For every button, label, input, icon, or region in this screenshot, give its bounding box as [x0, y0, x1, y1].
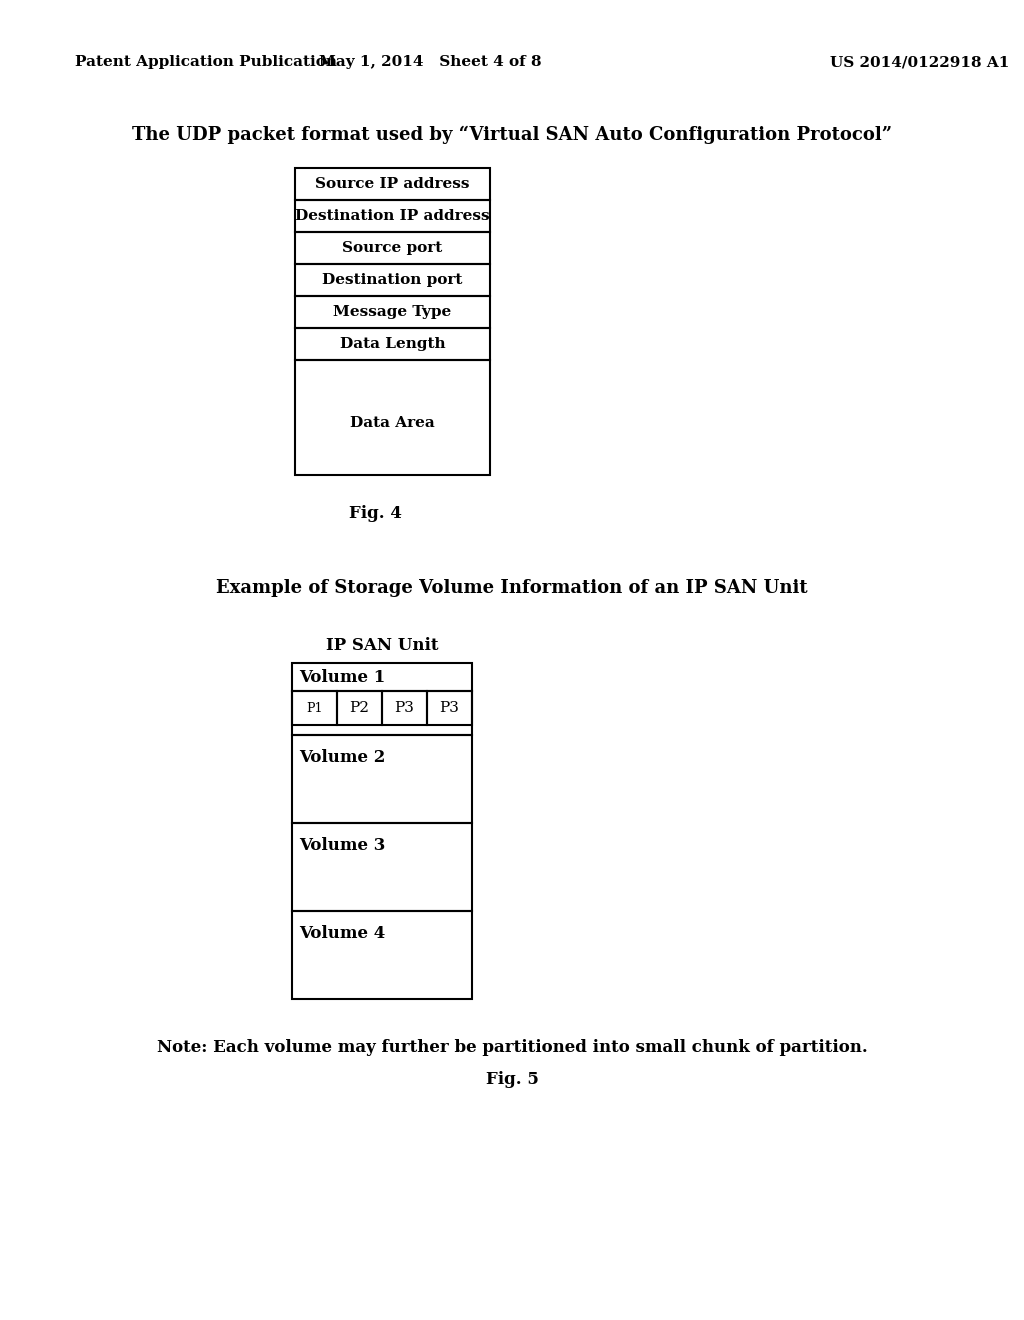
Text: P3: P3 [439, 701, 460, 715]
Bar [295, 264, 490, 296]
Text: Note: Each volume may further be partitioned into small chunk of partition.: Note: Each volume may further be partiti… [157, 1039, 867, 1056]
Bar [337, 690, 382, 725]
Text: Message Type: Message Type [334, 305, 452, 319]
Text: Example of Storage Volume Information of an IP SAN Unit: Example of Storage Volume Information of… [216, 579, 808, 597]
Bar [295, 360, 490, 475]
Text: Data Area: Data Area [350, 416, 435, 430]
Text: Source IP address: Source IP address [315, 177, 470, 191]
Text: P1: P1 [306, 701, 323, 714]
Text: Volume 2: Volume 2 [299, 748, 385, 766]
Text: Destination port: Destination port [323, 273, 463, 286]
Text: Destination IP address: Destination IP address [295, 209, 489, 223]
Text: P2: P2 [349, 701, 370, 715]
Text: P3: P3 [394, 701, 415, 715]
Text: IP SAN Unit: IP SAN Unit [326, 638, 438, 655]
Text: Volume 3: Volume 3 [299, 837, 385, 854]
Bar [382, 690, 427, 725]
Bar [292, 735, 472, 822]
Bar [295, 201, 490, 232]
Bar [292, 822, 472, 911]
Text: Fig. 5: Fig. 5 [485, 1071, 539, 1088]
Text: Fig. 4: Fig. 4 [348, 504, 401, 521]
Bar [295, 168, 490, 201]
Bar [295, 296, 490, 327]
Bar [295, 232, 490, 264]
Bar [292, 690, 337, 725]
Text: The UDP packet format used by “Virtual SAN Auto Configuration Protocol”: The UDP packet format used by “Virtual S… [132, 125, 892, 144]
Text: US 2014/0122918 A1: US 2014/0122918 A1 [830, 55, 1010, 69]
Text: Source port: Source port [342, 242, 442, 255]
Bar [427, 690, 472, 725]
Bar [292, 663, 472, 735]
Text: Data Length: Data Length [340, 337, 445, 351]
Bar [295, 327, 490, 360]
Bar [292, 911, 472, 999]
Text: Patent Application Publication: Patent Application Publication [75, 55, 337, 69]
Text: May 1, 2014   Sheet 4 of 8: May 1, 2014 Sheet 4 of 8 [318, 55, 542, 69]
Text: Volume 4: Volume 4 [299, 924, 385, 941]
Text: Volume 1: Volume 1 [299, 668, 385, 685]
